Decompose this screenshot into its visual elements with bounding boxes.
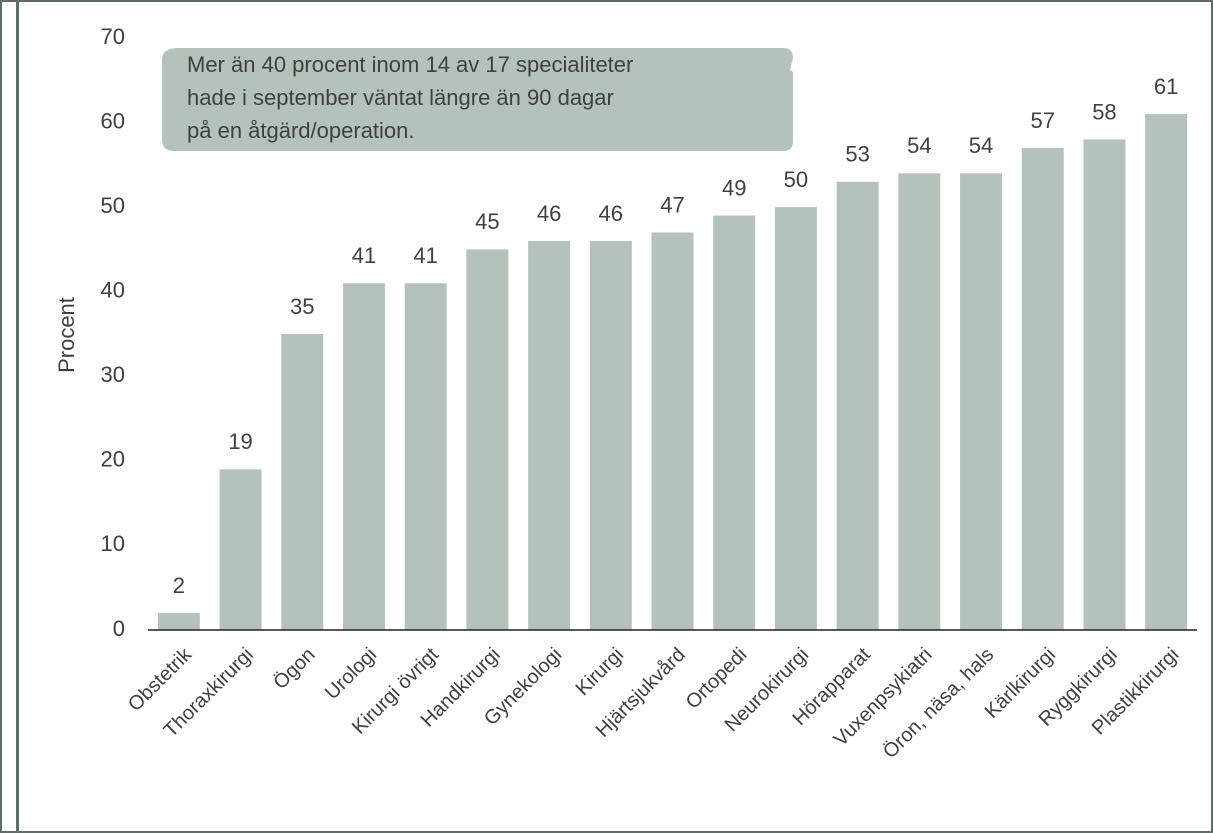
annotation-box xyxy=(162,48,793,151)
value-label: 54 xyxy=(969,133,993,158)
bar xyxy=(157,613,200,630)
bar xyxy=(898,173,941,631)
bar xyxy=(466,249,509,630)
value-label: 53 xyxy=(845,142,869,167)
bar xyxy=(651,232,694,630)
bar xyxy=(281,334,324,630)
annotation-text: hade i september väntat längre än 90 dag… xyxy=(187,85,614,110)
bar xyxy=(713,215,756,630)
bar xyxy=(1083,139,1126,630)
annotation-text: Mer än 40 procent inom 14 av 17 speciali… xyxy=(187,52,633,77)
y-tick-label: 40 xyxy=(101,278,125,303)
bar xyxy=(404,283,447,630)
y-tick-label: 70 xyxy=(101,24,125,49)
value-label: 41 xyxy=(352,243,376,268)
y-tick-label: 10 xyxy=(101,531,125,556)
value-label: 19 xyxy=(228,429,252,454)
value-label: 2 xyxy=(173,573,185,598)
bar xyxy=(342,283,385,630)
y-tick-label: 0 xyxy=(113,616,125,641)
value-label: 50 xyxy=(784,167,808,192)
value-label: 49 xyxy=(722,175,746,200)
value-label: 46 xyxy=(599,201,623,226)
value-label: 58 xyxy=(1092,99,1116,124)
annotation-text: på en åtgärd/operation. xyxy=(187,118,415,143)
bar xyxy=(219,469,262,630)
y-tick-label: 20 xyxy=(101,447,125,472)
bar xyxy=(1021,147,1064,630)
side-frame xyxy=(0,0,18,833)
y-axis-label: Procent xyxy=(54,297,79,373)
bar xyxy=(774,207,817,630)
value-label: 46 xyxy=(537,201,561,226)
value-label: 57 xyxy=(1030,108,1054,133)
y-tick-label: 50 xyxy=(101,193,125,218)
value-label: 61 xyxy=(1154,74,1178,99)
y-tick-label: 60 xyxy=(101,108,125,133)
value-label: 45 xyxy=(475,209,499,234)
bar xyxy=(589,240,632,630)
bar xyxy=(960,173,1003,631)
value-label: 54 xyxy=(907,133,931,158)
value-label: 41 xyxy=(413,243,437,268)
value-label: 35 xyxy=(290,294,314,319)
bar xyxy=(528,240,571,630)
y-tick-label: 30 xyxy=(101,362,125,387)
bar xyxy=(1145,114,1188,631)
value-label: 47 xyxy=(660,192,684,217)
bar xyxy=(836,181,879,630)
